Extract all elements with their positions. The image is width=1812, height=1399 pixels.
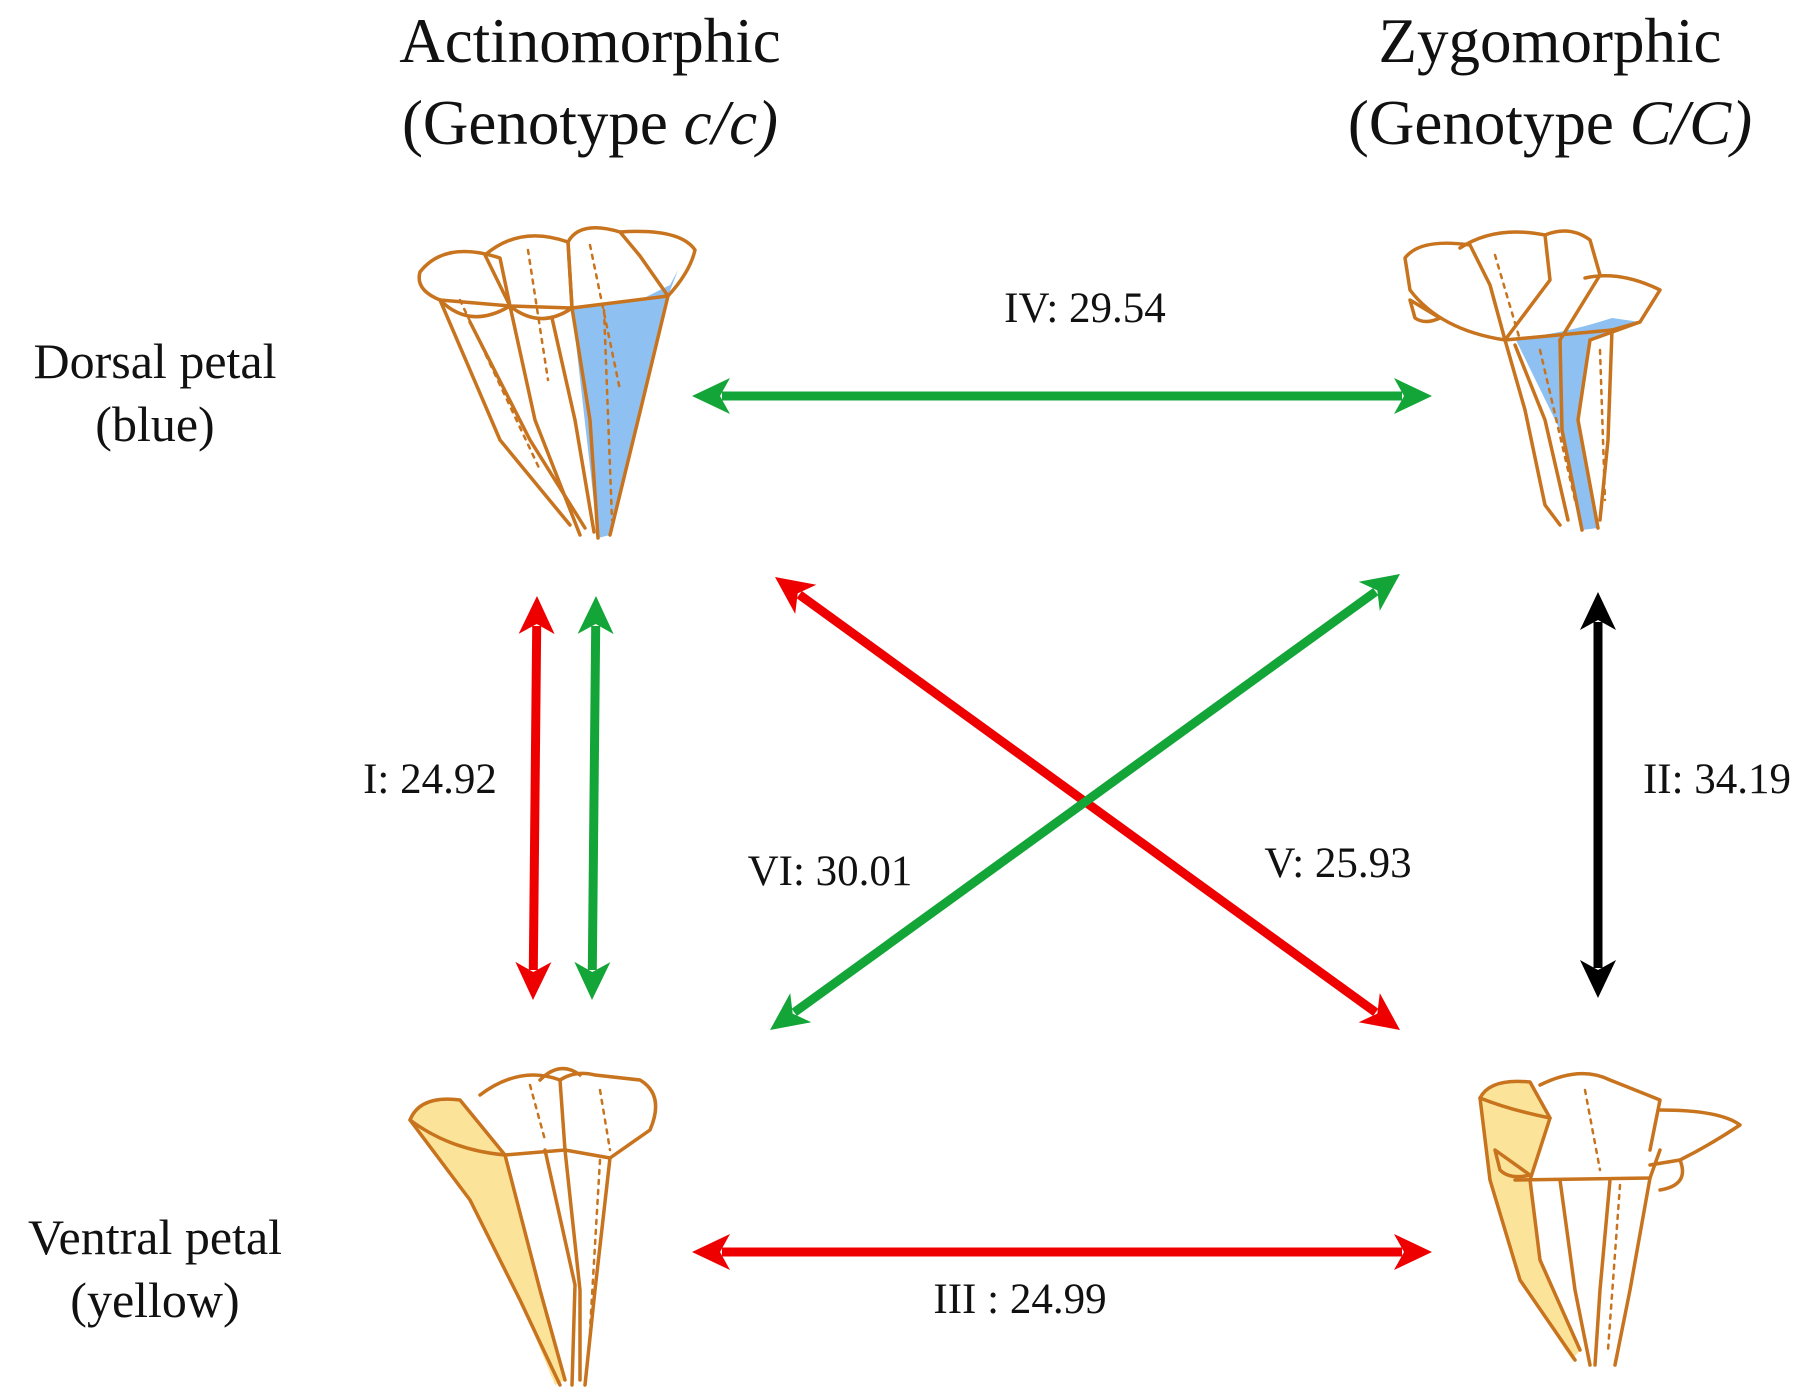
- edge-IV-head-start: [692, 378, 730, 414]
- row-label-dorsal-line2: (blue): [95, 396, 215, 452]
- edge-III-head-start: [692, 1234, 730, 1270]
- edge-VI-arrow: [770, 574, 1400, 1030]
- edge-II-head-start: [1580, 592, 1616, 630]
- edge-IV-head-end: [1394, 378, 1432, 414]
- flower-ventral-actinomorphic-icon: [408, 1066, 658, 1387]
- row-label-ventral-line1: Ventral petal: [27, 1209, 283, 1265]
- flower-dorsal-zygomorphic-icon: [1403, 229, 1662, 532]
- edge-V-head-start: [775, 577, 817, 614]
- row-label-dorsal-line1: Dorsal petal: [33, 333, 277, 389]
- edge-I-red-shaft: [528, 625, 542, 971]
- edge-label-I: I: 24.92: [363, 756, 497, 803]
- flower-dorsal-actinomorphic-icon: [417, 226, 697, 540]
- edge-VI-shaft: [791, 587, 1379, 1017]
- edge-II-arrow: [1580, 592, 1616, 998]
- edge-label-V: V: 25.93: [1264, 840, 1412, 887]
- header-actinomorphic-genotype: (Genotype c/c): [401, 88, 779, 158]
- edge-label-III: III : 24.99: [933, 1276, 1107, 1323]
- edge-I-green-head-end: [574, 961, 611, 1000]
- row-label-dorsal: Dorsal petal (blue): [0, 330, 310, 456]
- edge-V-head-end: [1358, 993, 1400, 1030]
- edge-I-arrow-red: [515, 596, 555, 1000]
- header-zygomorphic-title: Zygomorphic: [1378, 6, 1722, 76]
- edge-I-red-head-start: [518, 596, 555, 635]
- edge-III-arrow: [692, 1234, 1432, 1270]
- edge-label-IV: IV: 29.54: [1004, 285, 1166, 332]
- edge-I-red-head-end: [515, 961, 552, 1000]
- edge-II-head-end: [1580, 960, 1616, 998]
- edge-I-arrow-green: [574, 596, 614, 1000]
- edge-I-green-shaft: [587, 625, 601, 971]
- row-label-ventral: Ventral petal (yellow): [0, 1206, 310, 1332]
- header-zygomorphic-genotype: (Genotype C/C): [1347, 88, 1753, 158]
- flower-ventral-zygomorphic-icon: [1478, 1071, 1742, 1367]
- header-actinomorphic: Actinomorphic (Genotype c/c): [340, 0, 840, 164]
- edge-VI-head-end: [770, 993, 812, 1030]
- row-label-ventral-line2: (yellow): [70, 1272, 240, 1328]
- edge-label-II: II: 34.19: [1642, 756, 1792, 803]
- header-actinomorphic-title: Actinomorphic: [399, 6, 781, 76]
- edge-label-VI: VI: 30.01: [747, 848, 913, 895]
- edge-IV-arrow: [692, 378, 1432, 414]
- edge-I-green-head-start: [577, 596, 614, 635]
- edge-VI-head-start: [1358, 574, 1400, 611]
- header-zygomorphic: Zygomorphic (Genotype C/C): [1300, 0, 1800, 164]
- edge-III-head-end: [1394, 1234, 1432, 1270]
